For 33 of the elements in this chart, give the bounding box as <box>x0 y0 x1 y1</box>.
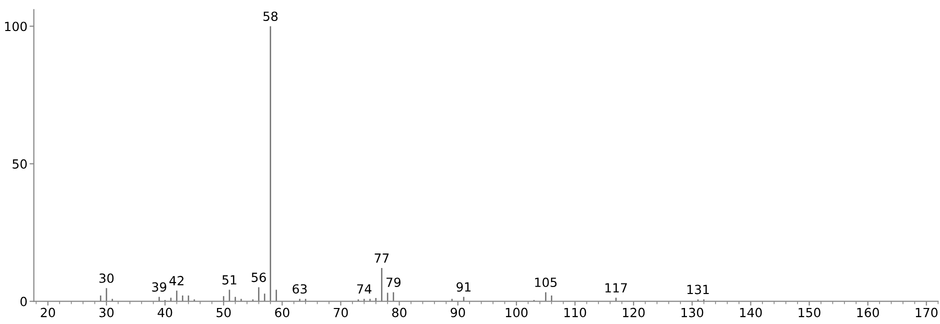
annotation: 30 <box>99 273 114 283</box>
x-tick-label: 80 <box>392 308 406 318</box>
annotation: 51 <box>222 275 236 285</box>
annotation: 77 <box>374 254 389 263</box>
x-tick-label: 60 <box>275 308 290 318</box>
y-tick-label: 0 <box>20 296 27 306</box>
x-tick-label: 160 <box>857 308 879 318</box>
x-tick-label: 130 <box>682 308 704 318</box>
annotation: 74 <box>357 284 372 294</box>
x-tick-label: 170 <box>916 308 938 318</box>
x-tick-label: 110 <box>564 308 586 318</box>
annotation: 42 <box>169 276 184 286</box>
x-tick-label: 150 <box>798 308 820 318</box>
annotation: 91 <box>456 282 471 292</box>
x-tick-label: 30 <box>99 308 114 318</box>
annotation: 56 <box>252 272 266 282</box>
annotation: 105 <box>535 278 557 288</box>
x-tick-label: 20 <box>40 308 56 318</box>
x-tick-label: 50 <box>216 308 231 318</box>
annotation: 79 <box>386 278 401 288</box>
x-tick-label: 120 <box>623 308 645 318</box>
y-tick-label: 100 <box>5 22 27 32</box>
x-tick-label: 40 <box>158 308 172 318</box>
annotation: 63 <box>292 284 307 294</box>
annotation: 39 <box>152 282 166 292</box>
x-tick-label: 100 <box>506 308 528 318</box>
annotation: 117 <box>605 283 627 292</box>
x-tick-label: 90 <box>450 308 465 318</box>
y-tick-label: 50 <box>12 159 27 169</box>
annotation: 58 <box>263 12 278 22</box>
x-tick-label: 70 <box>334 308 348 318</box>
annotation: 131 <box>687 284 709 294</box>
x-tick-label: 140 <box>740 308 762 318</box>
